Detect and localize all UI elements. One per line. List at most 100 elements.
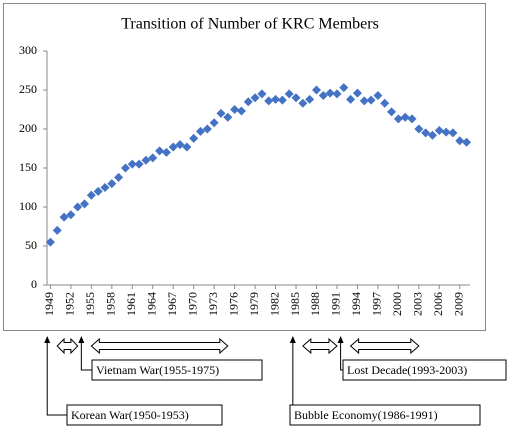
data-point	[291, 93, 301, 103]
x-tick-label: 1961	[124, 292, 138, 316]
x-tick-label: 1982	[267, 292, 281, 316]
data-point	[209, 118, 219, 128]
data-point	[298, 98, 308, 108]
data-point	[257, 89, 267, 99]
x-tick-label: 2000	[390, 292, 404, 316]
x-tick-label: 2006	[431, 292, 445, 316]
label-box	[91, 359, 263, 381]
annotation-label: Korean War(1950-1953)	[71, 408, 189, 422]
data-point	[414, 124, 424, 134]
period-arrow	[90, 337, 229, 355]
data-point	[284, 89, 294, 99]
data-point	[73, 202, 83, 212]
label-box	[342, 359, 507, 381]
x-tick-label: 1970	[185, 292, 199, 316]
data-point	[448, 128, 458, 138]
data-point	[189, 133, 199, 143]
data-point	[120, 163, 130, 173]
data-point	[236, 106, 246, 116]
annotation-label: Bubble Economy(1986-1991)	[294, 408, 438, 422]
x-tick-label: 2009	[452, 292, 466, 316]
data-point	[339, 83, 349, 93]
x-tick-label: 1976	[226, 292, 240, 316]
callout-line	[46, 342, 67, 416]
data-point	[114, 172, 124, 182]
data-point	[66, 210, 76, 220]
data-point	[346, 94, 356, 104]
y-tick-label: 300	[19, 43, 37, 57]
data-point	[243, 97, 253, 107]
data-point	[305, 94, 315, 104]
label-box	[289, 404, 481, 426]
chart-title: Transition of Number of KRC Members	[121, 16, 379, 33]
data-point	[59, 212, 69, 222]
x-tick-label: 1985	[288, 292, 302, 316]
callout-line	[290, 342, 294, 416]
y-tick-label: 250	[19, 82, 37, 96]
data-point	[216, 108, 226, 118]
x-tick-label: 1988	[308, 292, 322, 316]
x-tick-label: 1973	[206, 292, 220, 316]
data-point	[45, 237, 55, 247]
data-point	[100, 183, 110, 192]
y-tick-label: 200	[19, 121, 37, 135]
data-point	[127, 159, 137, 169]
chart-frame	[3, 3, 486, 331]
x-tick-label: 1991	[329, 292, 343, 316]
period-arrow	[349, 337, 420, 355]
period-arrow	[302, 337, 338, 355]
data-point	[311, 85, 321, 95]
x-tick-label: 1949	[42, 292, 56, 316]
data-point	[250, 93, 260, 103]
x-tick-label: 1958	[104, 292, 118, 316]
data-point	[202, 124, 212, 134]
callout-head	[44, 336, 51, 343]
y-tick-label: 150	[19, 160, 37, 174]
data-point	[80, 199, 90, 209]
x-tick-label: 1955	[83, 292, 97, 316]
data-point	[264, 96, 274, 106]
data-point	[325, 88, 335, 98]
data-point	[387, 107, 397, 117]
y-tick-label: 0	[31, 277, 37, 291]
annotation-label: Lost Decade(1993-2003)	[347, 363, 467, 377]
callout-head	[337, 336, 344, 343]
data-point	[86, 190, 96, 200]
x-tick-label: 1979	[247, 292, 261, 316]
data-point	[332, 89, 342, 99]
data-point	[352, 88, 362, 98]
label-box	[66, 404, 223, 426]
data-point	[134, 159, 144, 169]
data-point	[52, 225, 62, 235]
data-point	[141, 155, 151, 165]
data-point	[359, 96, 369, 106]
data-point	[455, 136, 465, 146]
data-point	[407, 114, 417, 124]
data-point	[427, 130, 437, 140]
data-point	[93, 186, 103, 196]
data-point	[393, 114, 403, 124]
x-tick-label: 1964	[145, 292, 159, 316]
data-point	[148, 153, 158, 163]
data-point	[223, 112, 233, 122]
data-point	[155, 146, 165, 156]
data-point	[175, 140, 185, 150]
data-point	[400, 112, 410, 122]
data-point	[366, 95, 376, 105]
data-point	[168, 142, 178, 152]
callout-head	[289, 336, 296, 343]
y-tick-label: 50	[25, 238, 37, 252]
x-tick-label: 1997	[370, 292, 384, 316]
callout-line	[340, 342, 343, 371]
data-point	[434, 126, 444, 136]
data-point	[107, 179, 117, 189]
data-point	[441, 127, 451, 137]
data-point	[277, 95, 287, 105]
data-point	[373, 90, 383, 100]
annotation-label: Vietnam War(1955-1975)	[96, 363, 219, 377]
y-tick-label: 100	[19, 199, 37, 213]
callout-head	[78, 336, 85, 343]
x-tick-label: 1952	[63, 292, 77, 316]
